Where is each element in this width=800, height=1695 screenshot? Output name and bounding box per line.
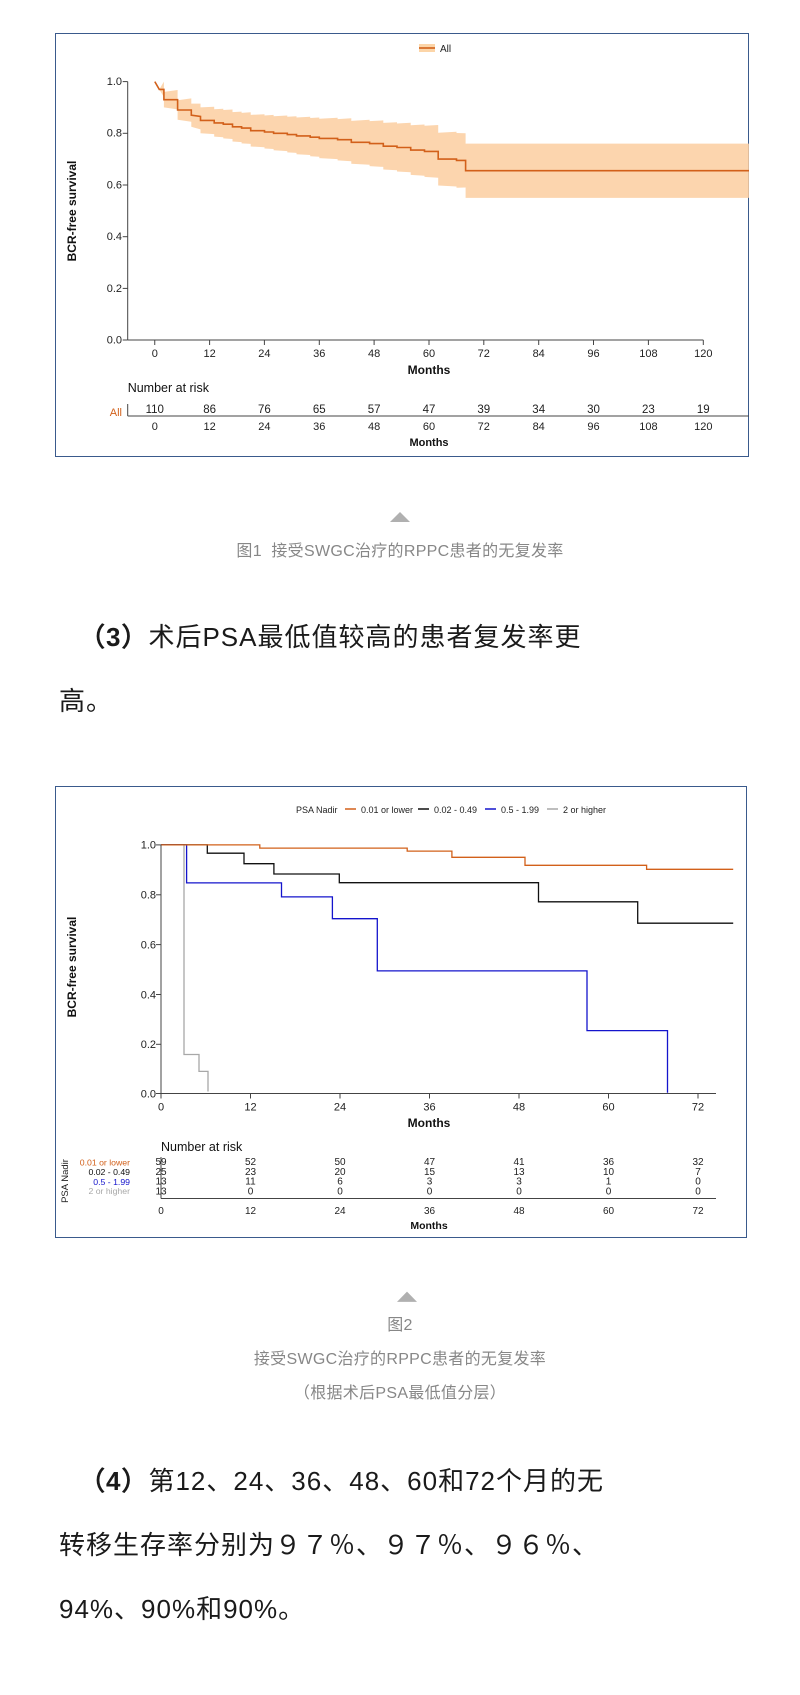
svg-text:1.0: 1.0 — [141, 840, 156, 852]
svg-text:24: 24 — [258, 348, 270, 360]
svg-text:0: 0 — [152, 348, 158, 360]
svg-text:84: 84 — [533, 421, 545, 433]
svg-text:0.6: 0.6 — [107, 179, 122, 191]
svg-text:All: All — [440, 44, 451, 55]
svg-text:72: 72 — [692, 1206, 704, 1217]
svg-text:48: 48 — [513, 1102, 525, 1114]
svg-text:Months: Months — [410, 1220, 447, 1232]
svg-text:48: 48 — [368, 421, 380, 433]
svg-text:36: 36 — [313, 348, 325, 360]
svg-text:60: 60 — [603, 1206, 615, 1217]
svg-text:0: 0 — [516, 1186, 522, 1197]
svg-text:60: 60 — [602, 1102, 614, 1114]
svg-text:0: 0 — [606, 1186, 612, 1197]
svg-text:0.6: 0.6 — [141, 939, 156, 951]
svg-text:BCR-free survival: BCR-free survival — [65, 917, 79, 1018]
svg-text:60: 60 — [423, 421, 435, 433]
svg-text:0.0: 0.0 — [107, 335, 122, 347]
svg-text:0: 0 — [337, 1186, 343, 1197]
svg-text:0: 0 — [427, 1186, 433, 1197]
svg-text:12: 12 — [203, 421, 215, 433]
svg-text:48: 48 — [368, 348, 380, 360]
svg-text:0.01 or lower: 0.01 or lower — [80, 1158, 130, 1168]
svg-text:72: 72 — [478, 421, 490, 433]
svg-text:0.02 - 0.49: 0.02 - 0.49 — [88, 1167, 130, 1177]
svg-text:39: 39 — [477, 404, 490, 416]
svg-text:96: 96 — [587, 421, 599, 433]
svg-text:0: 0 — [695, 1186, 701, 1197]
svg-text:2 or higher: 2 or higher — [88, 1186, 130, 1196]
svg-text:0.8: 0.8 — [141, 889, 156, 901]
svg-text:65: 65 — [313, 404, 326, 416]
svg-text:36: 36 — [313, 421, 325, 433]
svg-text:47: 47 — [423, 404, 436, 416]
svg-text:12: 12 — [203, 348, 215, 360]
svg-text:Months: Months — [408, 363, 451, 377]
svg-text:13: 13 — [155, 1186, 167, 1197]
svg-text:72: 72 — [692, 1102, 704, 1114]
svg-text:23: 23 — [642, 404, 655, 416]
svg-text:Months: Months — [409, 437, 448, 449]
svg-text:1.0: 1.0 — [107, 76, 122, 88]
svg-text:PSA Nadir: PSA Nadir — [296, 805, 338, 815]
svg-text:0: 0 — [158, 1206, 164, 1217]
svg-text:108: 108 — [639, 348, 657, 360]
svg-text:0.02 - 0.49: 0.02 - 0.49 — [434, 805, 477, 815]
svg-text:72: 72 — [478, 348, 490, 360]
svg-text:19: 19 — [697, 404, 710, 416]
svg-text:0: 0 — [248, 1186, 254, 1197]
svg-text:86: 86 — [203, 404, 216, 416]
svg-text:120: 120 — [694, 348, 712, 360]
svg-text:0.4: 0.4 — [141, 989, 156, 1001]
svg-text:12: 12 — [244, 1102, 256, 1114]
svg-text:BCR-free survival: BCR-free survival — [65, 161, 79, 262]
svg-text:0: 0 — [158, 1102, 164, 1114]
svg-text:0.2: 0.2 — [141, 1039, 156, 1051]
svg-text:120: 120 — [694, 421, 712, 433]
svg-text:0: 0 — [152, 421, 158, 433]
svg-text:24: 24 — [334, 1206, 346, 1217]
svg-text:34: 34 — [532, 404, 545, 416]
svg-text:2 or higher: 2 or higher — [563, 805, 606, 815]
svg-text:0.4: 0.4 — [107, 231, 122, 243]
svg-text:76: 76 — [258, 404, 271, 416]
svg-text:0.2: 0.2 — [107, 283, 122, 295]
svg-text:0.5 - 1.99: 0.5 - 1.99 — [501, 805, 539, 815]
svg-text:30: 30 — [587, 404, 600, 416]
svg-text:110: 110 — [146, 404, 164, 416]
svg-text:60: 60 — [423, 348, 435, 360]
svg-text:48: 48 — [513, 1206, 525, 1217]
svg-text:36: 36 — [424, 1206, 436, 1217]
svg-text:24: 24 — [258, 421, 270, 433]
svg-text:108: 108 — [639, 421, 657, 433]
svg-text:0.0: 0.0 — [141, 1089, 156, 1101]
svg-text:0.8: 0.8 — [107, 128, 122, 140]
svg-text:0.01 or lower: 0.01 or lower — [361, 805, 413, 815]
svg-text:All: All — [110, 407, 122, 419]
svg-text:PSA Nadir: PSA Nadir — [60, 1159, 71, 1203]
svg-text:Number at risk: Number at risk — [128, 381, 210, 395]
svg-text:36: 36 — [423, 1102, 435, 1114]
svg-text:96: 96 — [587, 348, 599, 360]
svg-text:57: 57 — [368, 404, 381, 416]
svg-text:Months: Months — [408, 1116, 451, 1130]
svg-text:24: 24 — [334, 1102, 346, 1114]
svg-text:12: 12 — [245, 1206, 257, 1217]
svg-text:84: 84 — [533, 348, 545, 360]
svg-text:Number at risk: Number at risk — [161, 1140, 243, 1154]
